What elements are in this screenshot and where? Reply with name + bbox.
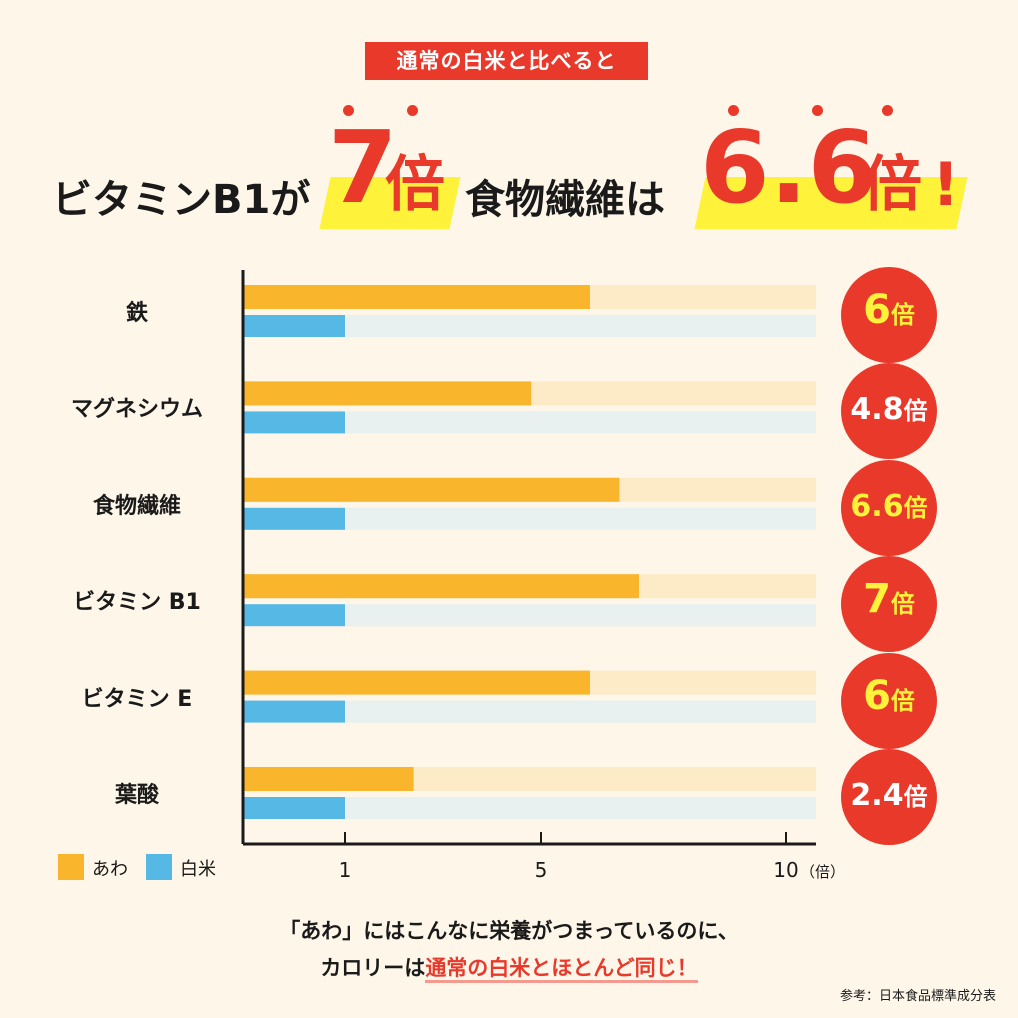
multiplier-badge: 6倍 (841, 652, 937, 749)
multiplier-badge-label: 6.6倍 (850, 488, 928, 524)
legend: あわ 白米 (58, 852, 258, 882)
bar-awa (243, 670, 590, 695)
bar-track-hakumai (243, 604, 816, 627)
headline: ビタミンB1が 7 倍 食物繊維は 6.6 倍 ! (0, 105, 1018, 245)
category-label: 食物繊維 (92, 493, 181, 519)
bar-track-hakumai (243, 507, 816, 530)
bar-hakumai (243, 604, 345, 627)
bar-hakumai (243, 797, 345, 819)
multiplier-badge: 7倍 (841, 556, 937, 653)
category-label: 鉄 (125, 301, 148, 326)
emphasis-dot (343, 105, 354, 116)
emphasis-dot (812, 105, 823, 116)
bar-hakumai (243, 507, 345, 530)
bar-track-hakumai (243, 411, 816, 434)
source-note: 参考：日本食品標準成分表 (839, 989, 996, 1004)
bar-hakumai (243, 315, 345, 337)
headline-number-1: 7 (328, 109, 398, 226)
multiplier-badge-label: 6倍 (863, 287, 915, 333)
multiplier-badge: 6.6倍 (841, 459, 937, 556)
bar-hakumai (243, 700, 345, 723)
bar-track-hakumai (243, 700, 816, 723)
category-label: 葉酸 (114, 783, 159, 808)
multiplier-badge-label: 6倍 (863, 672, 915, 719)
category-label: ビタミン E (81, 686, 193, 712)
x-tick-label: 5 (534, 858, 548, 882)
legend-swatch-hakumai (146, 854, 172, 880)
bar-track-hakumai (243, 315, 816, 337)
multiplier-badge: 4.8倍 (841, 363, 937, 460)
footer-line-2: カロリーは通常の白米とほとんど同じ！ (0, 952, 1018, 983)
legend-swatch-awa (58, 854, 84, 880)
category-label: マグネシウム (70, 397, 203, 423)
headline-unit-2: 倍 (862, 150, 922, 220)
bar-awa (243, 477, 620, 502)
bar-awa (243, 285, 590, 309)
x-tick-label: 10 (773, 858, 799, 882)
multiplier-badge-label: 4.8倍 (850, 392, 928, 428)
emphasis-dot (407, 105, 418, 116)
emphasis-dot (728, 105, 739, 116)
footer-line-1: 「あわ」にはこんなに栄養がつまっているのに、 (279, 919, 739, 943)
headline-part-1: ビタミンB1が (52, 177, 311, 223)
footer-line-2-prefix: カロリーは (320, 956, 426, 980)
bar-awa (243, 381, 532, 406)
multiplier-badge: 6倍 (841, 267, 937, 363)
footer-highlight: 通常の白米とほとんど同じ！ (425, 956, 698, 983)
multiplier-badge-label: 2.4倍 (850, 778, 928, 813)
bar-track-hakumai (243, 797, 816, 819)
bar-awa (243, 767, 414, 791)
x-axis-unit: （倍） (800, 863, 846, 881)
headline-number-2: 6.6 (700, 109, 878, 226)
headline-unit-1: 倍 (385, 150, 445, 220)
legend-label-awa: あわ (92, 859, 128, 880)
emphasis-dot (882, 105, 893, 116)
multiplier-badge-label: 7倍 (863, 576, 915, 623)
banner: 通常の白米と比べると (365, 42, 648, 80)
multiplier-badge: 2.4倍 (841, 749, 937, 845)
x-tick-label: 1 (338, 858, 352, 882)
category-label: ビタミン B1 (73, 590, 201, 616)
legend-label-hakumai: 白米 (180, 859, 216, 880)
headline-exclaim: ! (932, 150, 960, 220)
headline-part-2: 食物繊維は (465, 177, 665, 223)
bar-awa (243, 574, 639, 599)
bar-hakumai (243, 411, 345, 434)
